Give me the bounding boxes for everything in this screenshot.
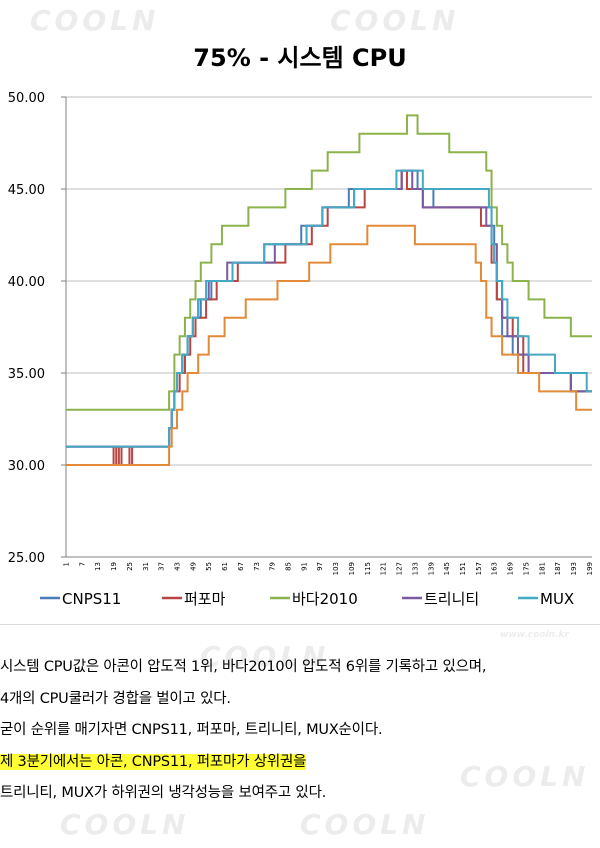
watermark: COOLN xyxy=(300,808,430,841)
x-tick-label: 157 xyxy=(475,562,483,575)
x-tick-label: 19 xyxy=(110,562,118,571)
y-tick-label: 25.00 xyxy=(8,551,45,566)
x-tick-label: 193 xyxy=(570,562,578,575)
y-tick-label: 30.00 xyxy=(8,459,45,474)
x-tick-label: 139 xyxy=(427,562,435,575)
legend: CNPS11퍼포마바다2010트리니티MUX아콘 xyxy=(40,590,574,608)
legend-label: 바다2010 xyxy=(292,590,358,608)
x-tick-label: 61 xyxy=(221,562,229,571)
text-line: 트리니티, MUX가 하위권의 냉각성능을 보여주고 있다. xyxy=(0,785,327,801)
x-tick-label: 37 xyxy=(158,562,166,571)
x-tick-label: 85 xyxy=(285,562,293,571)
x-tick-label: 145 xyxy=(443,562,451,575)
series-line-3 xyxy=(66,114,592,411)
x-tick-label: 109 xyxy=(348,562,356,575)
watermark-url: www.cooln.kr xyxy=(500,630,569,640)
text-line: 4개의 CPU쿨러가 경합을 벌이고 있다. xyxy=(0,690,231,707)
x-tick-label: 127 xyxy=(396,562,404,575)
x-tick-label: 43 xyxy=(174,562,182,571)
y-tick-label: 45.00 xyxy=(8,183,45,198)
chart-title: 75% - 시스템 CPU xyxy=(193,44,406,72)
text-line: 시스템 CPU값은 아콘이 압도적 1위, 바다2010이 압도적 6위를 기록… xyxy=(0,659,487,675)
chart-panel: 75% - 시스템 CPU 25.00 30.00 35.00 40.00 45.00 5… xyxy=(0,44,600,625)
x-tick-label: 31 xyxy=(142,562,150,571)
legend-label: MUX xyxy=(540,590,574,608)
y-tick-label: 40.00 xyxy=(8,275,45,290)
watermark: COOLN xyxy=(60,808,190,841)
x-tick-label: 13 xyxy=(94,562,102,571)
y-tick-label: 35.00 xyxy=(8,367,45,382)
text-line: 굳이 순위를 매기자면 CNPS11, 퍼포마, 트리니티, MUX순이다. xyxy=(0,722,383,738)
highlighted-text: 제 3분기에서는 아콘, CNPS11, 퍼포마가 상위권을 xyxy=(0,753,307,770)
x-tick-label: 49 xyxy=(189,562,197,571)
x-tick-label: 25 xyxy=(126,562,134,571)
series-line-6 xyxy=(66,224,592,466)
line-chart: 75% - 시스템 CPU 25.00 30.00 35.00 40.00 45.00 5… xyxy=(8,44,594,608)
x-tick-label: 169 xyxy=(507,562,515,575)
x-tick-label: 151 xyxy=(459,562,467,575)
axes: 25.00 30.00 35.00 40.00 45.00 50.00 1 7 13 19 25 31… xyxy=(8,91,594,575)
x-tick-label: 187 xyxy=(554,562,562,575)
x-tick-label: 103 xyxy=(332,562,340,575)
x-tick-label: 97 xyxy=(316,562,324,571)
legend-label: 트리니티 xyxy=(424,590,479,608)
x-tick-label: 115 xyxy=(364,562,372,575)
x-tick-label: 73 xyxy=(253,562,261,571)
series-line-4 xyxy=(66,169,592,448)
legend-label: CNPS11 xyxy=(62,590,121,608)
x-tick-label: 133 xyxy=(411,562,419,575)
series-lines xyxy=(66,114,592,466)
x-tick-label: 91 xyxy=(300,562,308,571)
x-tick-label: 79 xyxy=(269,562,277,571)
x-tick-label: 55 xyxy=(205,562,213,571)
x-tick-label: 67 xyxy=(237,562,245,571)
x-tick-label: 7 xyxy=(78,562,86,566)
x-tick-label: 181 xyxy=(538,562,546,575)
x-tick-label: 199 xyxy=(586,562,594,575)
series-line-5 xyxy=(66,169,592,448)
legend-label: 퍼포마 xyxy=(184,590,226,608)
body-text: 시스템 CPU값은 아콘이 압도적 1위, 바다2010이 압도적 6위를 기록… xyxy=(0,652,600,810)
x-tick-label: 175 xyxy=(522,562,530,575)
y-tick-label: 50.00 xyxy=(8,91,45,106)
x-tick-label: 1 xyxy=(63,562,71,566)
x-tick-label: 163 xyxy=(491,562,499,575)
x-tick-label: 121 xyxy=(380,562,388,575)
series-line-1 xyxy=(66,169,592,448)
